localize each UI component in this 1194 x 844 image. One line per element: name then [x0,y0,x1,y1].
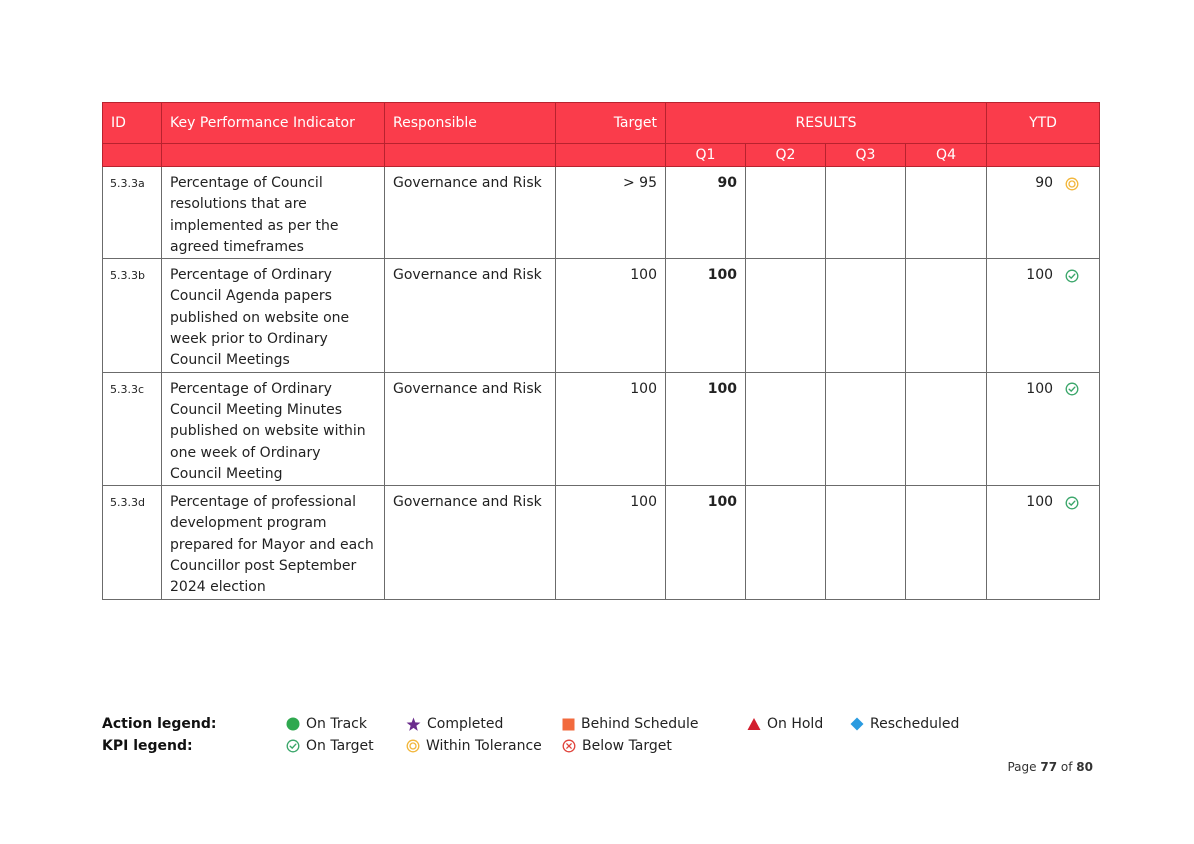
legend-rescheduled: Rescheduled [850,716,959,732]
rescheduled-icon [850,717,864,731]
page-current: 77 [1040,760,1058,774]
table-row: 5.3.3a Percentage of Council resolutions… [102,165,1101,260]
header-kpi: Key Performance Indicator [161,102,385,144]
kpi-q1: 100 [665,485,746,600]
kpi-q2 [745,258,826,373]
kpi-q4 [904,371,988,487]
header-q4: Q4 [904,143,988,167]
kpi-ytd: 100 [1026,267,1054,284]
kpi-id: 5.3.3c [102,371,162,487]
legend-text: On Hold [767,716,824,732]
action-legend-label: Action legend: [102,716,217,732]
legend-below-target: Below Target [562,738,672,754]
kpi-q4 [904,485,988,600]
kpi-id: 5.3.3a [102,165,162,260]
header-q3: Q3 [825,143,906,167]
legend-behind-schedule: Behind Schedule [562,716,699,732]
kpi-q3 [825,371,906,487]
table-row: 5.3.3c Percentage of Ordinary Council Me… [102,371,1101,487]
legend-text: On Target [306,738,374,754]
completed-icon [406,717,421,731]
header-q1: Q1 [665,143,746,167]
legend-within-tolerance: Within Tolerance [406,738,542,754]
legend-text: Within Tolerance [426,738,542,754]
kpi-description: Percentage of Ordinary Council Meeting M… [161,371,385,487]
header-blank [161,143,385,167]
kpi-q2 [745,485,826,600]
kpi-q2 [745,165,826,260]
kpi-description: Percentage of Council resolutions that a… [161,165,385,260]
within-tolerance-icon [1065,177,1079,191]
kpi-q1: 90 [665,165,746,260]
header-target: Target [555,102,666,144]
kpi-ytd-cell: 100 [986,258,1101,373]
kpi-responsible: Governance and Risk [384,485,556,600]
kpi-target: 100 [555,485,666,600]
kpi-ytd-cell: 90 [986,165,1101,260]
legend-text: Below Target [582,738,672,754]
legend-text: On Track [306,716,367,732]
legend-completed: Completed [406,716,503,732]
kpi-responsible: Governance and Risk [384,165,556,260]
page-number: Page 77 of 80 [1007,760,1093,774]
behind-schedule-icon [562,718,575,730]
on-target-icon [1065,382,1079,396]
kpi-ytd-cell: 100 [986,371,1101,487]
kpi-description: Percentage of professional development p… [161,485,385,600]
on-track-icon [286,717,300,731]
kpi-description: Percentage of Ordinary Council Agenda pa… [161,258,385,373]
header-blank [986,143,1101,167]
kpi-id: 5.3.3b [102,258,162,373]
kpi-target: 100 [555,258,666,373]
kpi-ytd: 90 [1035,175,1054,191]
header-q2: Q2 [745,143,826,167]
legend-on-target: On Target [286,738,374,754]
kpi-q3 [825,165,906,260]
kpi-ytd-cell: 100 [986,485,1101,600]
legend-text: Completed [427,716,504,732]
kpi-q3 [825,258,906,373]
legend-on-hold: On Hold [747,716,823,732]
legend-text: Rescheduled [870,716,960,732]
kpi-table: ID Key Performance Indicator Responsible… [102,102,1101,600]
kpi-ytd: 100 [1026,494,1054,511]
kpi-q3 [825,485,906,600]
header-blank [102,143,162,167]
legend-on-track: On Track [286,716,367,732]
kpi-ytd: 100 [1026,380,1054,397]
kpi-q2 [745,371,826,487]
header-ytd: YTD [986,102,1101,144]
header-results: RESULTS [664,102,988,144]
kpi-responsible: Governance and Risk [384,371,556,487]
below-target-icon [562,739,576,753]
on-target-icon [1065,269,1079,283]
kpi-q4 [904,165,988,260]
kpi-q1: 100 [665,371,746,487]
legend-text: Behind Schedule [581,716,699,732]
table-row: 5.3.3b Percentage of Ordinary Council Ag… [102,258,1101,373]
page-of: of [1060,760,1073,774]
kpi-id: 5.3.3d [102,485,162,600]
on-target-icon [1065,496,1079,510]
table-row: 5.3.3d Percentage of professional develo… [102,485,1101,600]
kpi-legend-label: KPI legend: [102,738,193,754]
kpi-target: > 95 [555,165,666,260]
on-hold-icon [747,718,761,730]
kpi-responsible: Governance and Risk [384,258,556,373]
header-blank [384,143,556,167]
page-total: 80 [1076,760,1093,774]
kpi-q1: 100 [665,258,746,373]
page-prefix: Page [1007,760,1037,774]
within-tolerance-icon [406,739,420,753]
on-target-icon [286,739,300,753]
header-responsible: Responsible [384,102,556,144]
kpi-q4 [904,258,988,373]
kpi-target: 100 [555,371,666,487]
header-id: ID [102,102,162,144]
header-blank [555,143,666,167]
